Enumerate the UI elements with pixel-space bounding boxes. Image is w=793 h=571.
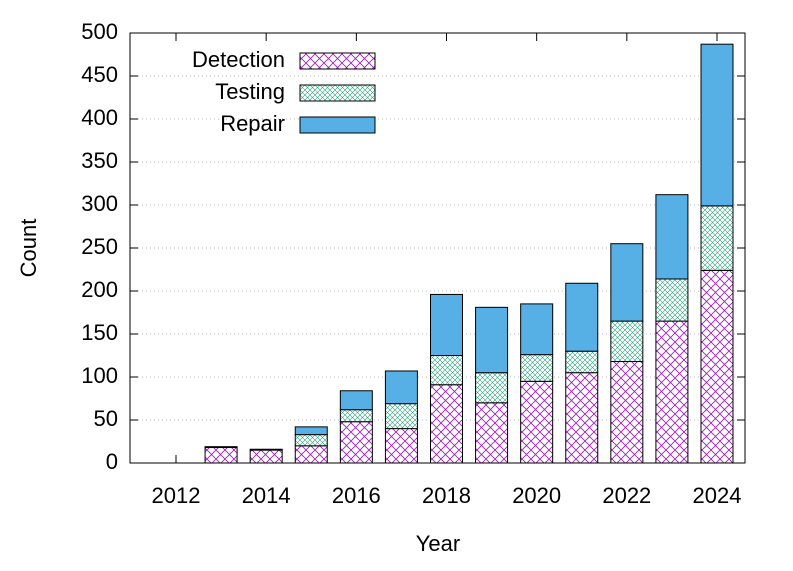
bar-segment: [204, 446, 238, 449]
y-tick-label: 500: [81, 19, 118, 44]
bar-segment: [204, 447, 238, 464]
legend-swatch: [299, 84, 376, 102]
y-tick-label: 450: [81, 62, 118, 87]
bar-segment: [384, 403, 418, 430]
bar-segment: [294, 434, 328, 447]
y-tick-label: 50: [94, 406, 118, 431]
legend-label: Detection: [192, 47, 285, 72]
bar-segment: [700, 205, 734, 271]
bar-segment: [294, 426, 328, 436]
y-axis-label: Count: [16, 219, 41, 278]
y-tick-label: 150: [81, 320, 118, 345]
x-tick-label: 2014: [242, 483, 291, 508]
y-tick-label: 350: [81, 148, 118, 173]
bar-segment: [655, 278, 689, 322]
x-tick-label: 2012: [152, 483, 201, 508]
bar-segment: [565, 372, 599, 464]
bar-segment: [430, 355, 463, 386]
bar-segment: [565, 282, 599, 352]
bar-segment: [475, 372, 509, 404]
bar-segment: [610, 361, 644, 464]
bar-segment: [475, 306, 509, 374]
legend-label: Repair: [220, 111, 285, 136]
bar-segment: [430, 384, 463, 464]
y-tick-label: 100: [81, 363, 118, 388]
bar-segment: [610, 243, 644, 322]
bar-segment: [520, 354, 554, 382]
y-tick-label: 250: [81, 234, 118, 259]
bar-segment: [249, 449, 283, 464]
bar-segment: [655, 320, 689, 464]
x-tick-label: 2016: [332, 483, 381, 508]
y-tick-label: 300: [81, 191, 118, 216]
bar-segment: [339, 421, 373, 464]
bar-segment: [565, 350, 599, 374]
bar-segment: [339, 390, 373, 411]
bar-segment: [475, 402, 509, 464]
bar-segment: [294, 445, 328, 464]
x-tick-label: 2020: [512, 483, 561, 508]
x-tick-label: 2024: [693, 483, 742, 508]
x-tick-label: 2018: [422, 483, 471, 508]
y-tick-label: 0: [106, 449, 118, 474]
y-tick-label: 400: [81, 105, 118, 130]
bar-segment: [655, 194, 689, 280]
bar-segment: [700, 43, 734, 207]
bar-segment: [520, 303, 554, 356]
legend-swatch: [299, 52, 376, 70]
bar-segment: [249, 448, 283, 451]
plot-frame: [129, 32, 746, 464]
bar-segment: [384, 370, 418, 405]
bar-segment: [610, 320, 644, 363]
bar-segment: [520, 380, 554, 464]
bar-segment: [700, 269, 734, 464]
x-tick-label: 2022: [602, 483, 651, 508]
legend-label: Testing: [215, 79, 285, 104]
x-axis-label: Year: [416, 531, 460, 556]
bar-segment: [384, 428, 418, 464]
bar-segment: [339, 409, 373, 423]
y-tick-label: 200: [81, 277, 118, 302]
bar-segment: [430, 293, 463, 357]
legend-swatch: [299, 116, 376, 134]
